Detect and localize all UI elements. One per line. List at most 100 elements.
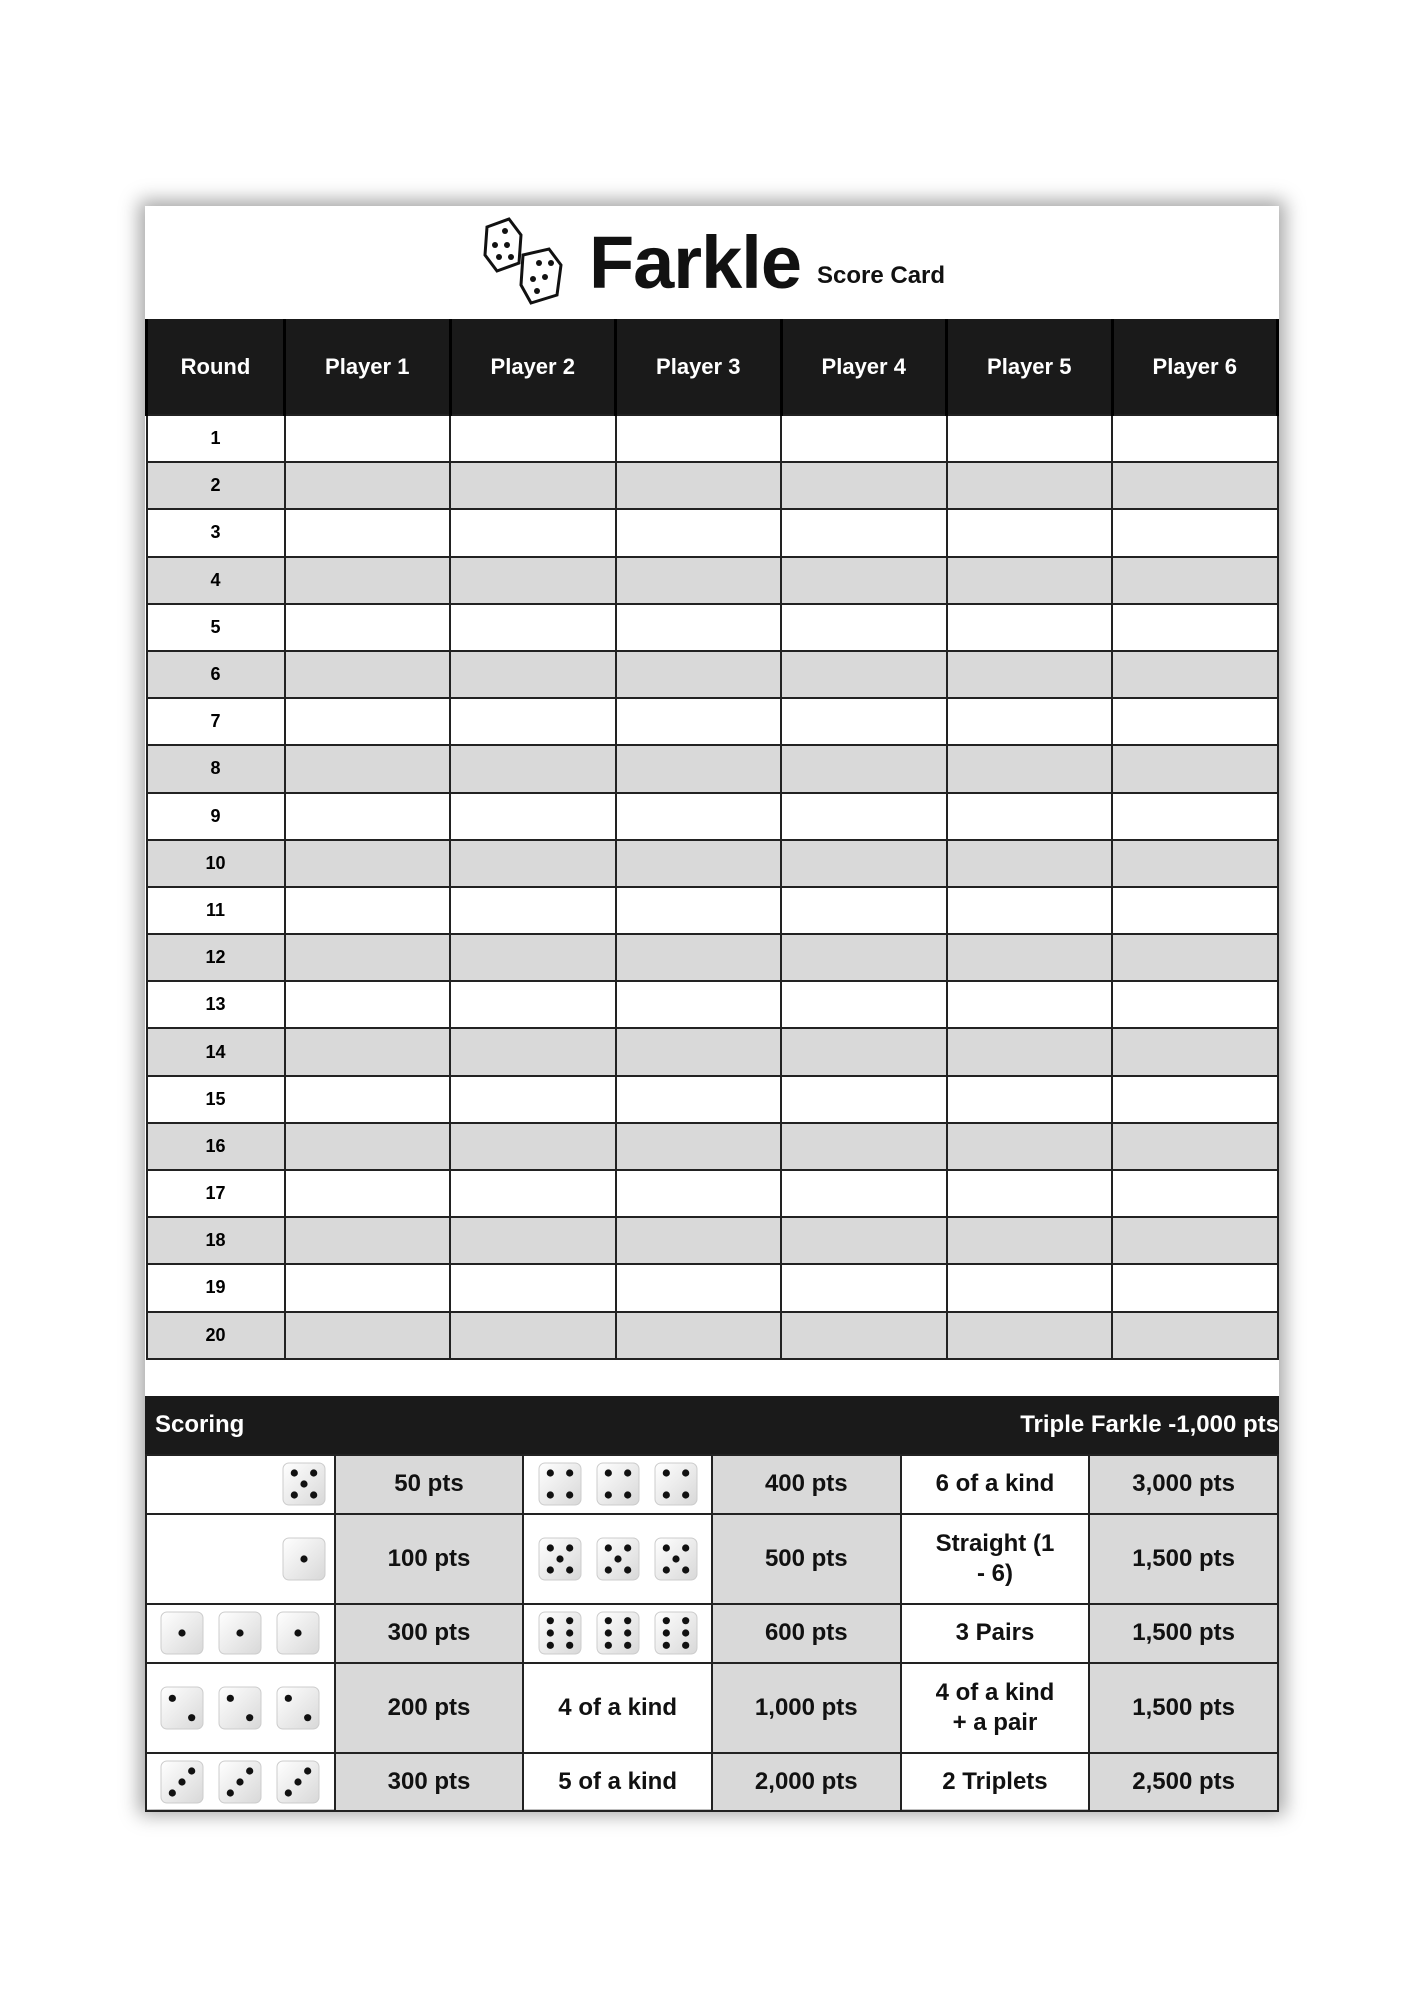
score-cell[interactable] [283, 980, 451, 1030]
score-cell[interactable] [1111, 1310, 1279, 1360]
score-cell[interactable] [780, 555, 948, 605]
score-cell[interactable] [449, 649, 617, 700]
score-cell[interactable] [283, 508, 451, 558]
score-cell[interactable] [283, 1263, 451, 1313]
score-cell[interactable] [614, 697, 782, 747]
score-cell[interactable] [945, 697, 1113, 747]
score-cell[interactable] [945, 1263, 1113, 1313]
score-cell[interactable] [780, 649, 948, 700]
score-cell[interactable] [1111, 602, 1279, 652]
score-cell[interactable] [283, 461, 451, 511]
score-cell[interactable] [614, 1263, 782, 1313]
score-cell[interactable] [614, 508, 782, 558]
score-cell[interactable] [1111, 461, 1279, 511]
score-cell[interactable] [945, 980, 1113, 1030]
score-cell[interactable] [283, 1216, 451, 1266]
score-cell[interactable] [1111, 1168, 1279, 1219]
score-cell[interactable] [449, 555, 617, 605]
score-cell[interactable] [1111, 744, 1279, 794]
score-cell[interactable] [1111, 555, 1279, 605]
score-cell[interactable] [780, 791, 948, 841]
score-cell[interactable] [945, 508, 1113, 558]
score-cell[interactable] [945, 744, 1113, 794]
score-cell[interactable] [945, 461, 1113, 511]
score-cell[interactable] [449, 508, 617, 558]
score-cell[interactable] [945, 413, 1113, 464]
score-cell[interactable] [780, 1027, 948, 1077]
score-cell[interactable] [945, 602, 1113, 652]
score-cell[interactable] [283, 413, 451, 464]
score-cell[interactable] [449, 461, 617, 511]
score-cell[interactable] [283, 838, 451, 888]
score-cell[interactable] [283, 791, 451, 841]
score-cell[interactable] [283, 1074, 451, 1124]
score-cell[interactable] [780, 1168, 948, 1219]
score-cell[interactable] [780, 602, 948, 652]
score-cell[interactable] [1111, 1216, 1279, 1266]
score-cell[interactable] [614, 1310, 782, 1360]
score-cell[interactable] [614, 744, 782, 794]
score-cell[interactable] [449, 791, 617, 841]
score-cell[interactable] [449, 838, 617, 888]
score-cell[interactable] [780, 413, 948, 464]
score-cell[interactable] [614, 933, 782, 983]
score-cell[interactable] [1111, 508, 1279, 558]
score-cell[interactable] [449, 933, 617, 983]
score-cell[interactable] [614, 980, 782, 1030]
score-cell[interactable] [780, 461, 948, 511]
score-cell[interactable] [780, 697, 948, 747]
score-cell[interactable] [1111, 1263, 1279, 1313]
score-cell[interactable] [780, 1074, 948, 1124]
score-cell[interactable] [614, 1168, 782, 1219]
score-cell[interactable] [614, 838, 782, 888]
score-cell[interactable] [614, 461, 782, 511]
score-cell[interactable] [283, 1310, 451, 1360]
score-cell[interactable] [780, 1310, 948, 1360]
score-cell[interactable] [780, 508, 948, 558]
score-cell[interactable] [614, 1121, 782, 1172]
score-cell[interactable] [1111, 697, 1279, 747]
score-cell[interactable] [449, 413, 617, 464]
score-cell[interactable] [945, 1027, 1113, 1077]
score-cell[interactable] [614, 1027, 782, 1077]
score-cell[interactable] [780, 838, 948, 888]
score-cell[interactable] [449, 602, 617, 652]
score-cell[interactable] [614, 413, 782, 464]
score-cell[interactable] [283, 744, 451, 794]
score-cell[interactable] [449, 744, 617, 794]
score-cell[interactable] [945, 1168, 1113, 1219]
score-cell[interactable] [449, 1263, 617, 1313]
score-cell[interactable] [449, 697, 617, 747]
score-cell[interactable] [614, 1074, 782, 1124]
score-cell[interactable] [780, 744, 948, 794]
score-cell[interactable] [614, 1216, 782, 1266]
score-cell[interactable] [283, 602, 451, 652]
score-cell[interactable] [780, 1216, 948, 1266]
score-cell[interactable] [614, 649, 782, 700]
score-cell[interactable] [1111, 1121, 1279, 1172]
score-cell[interactable] [780, 1263, 948, 1313]
score-cell[interactable] [449, 1216, 617, 1266]
score-cell[interactable] [1111, 1027, 1279, 1077]
score-cell[interactable] [283, 1168, 451, 1219]
score-cell[interactable] [1111, 933, 1279, 983]
score-cell[interactable] [780, 885, 948, 936]
score-cell[interactable] [449, 1027, 617, 1077]
score-cell[interactable] [1111, 649, 1279, 700]
score-cell[interactable] [1111, 980, 1279, 1030]
score-cell[interactable] [945, 791, 1113, 841]
score-cell[interactable] [945, 555, 1113, 605]
score-cell[interactable] [945, 649, 1113, 700]
score-cell[interactable] [283, 1027, 451, 1077]
score-cell[interactable] [614, 555, 782, 605]
score-cell[interactable] [449, 980, 617, 1030]
score-cell[interactable] [945, 838, 1113, 888]
score-cell[interactable] [283, 649, 451, 700]
score-cell[interactable] [780, 933, 948, 983]
score-cell[interactable] [449, 1074, 617, 1124]
score-cell[interactable] [1111, 413, 1279, 464]
score-cell[interactable] [283, 555, 451, 605]
score-cell[interactable] [945, 933, 1113, 983]
score-cell[interactable] [283, 697, 451, 747]
score-cell[interactable] [780, 980, 948, 1030]
